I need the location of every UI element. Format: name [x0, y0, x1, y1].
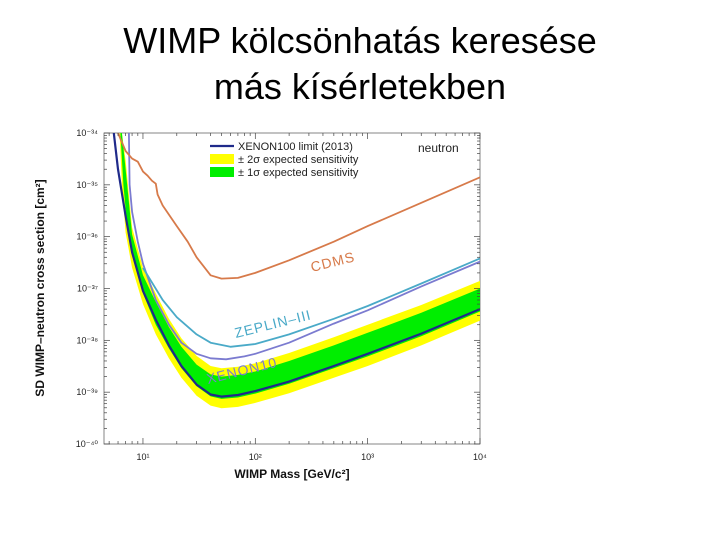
x-tick-label: 10³ — [361, 452, 374, 462]
x-tick-label: 10² — [249, 452, 262, 462]
plot-frame — [103, 132, 481, 445]
legend-swatch — [210, 154, 234, 164]
limit-curves — [112, 133, 480, 398]
y-tick-label: 10⁻³⁶ — [77, 232, 99, 242]
y-tick-label: 10⁻⁴⁰ — [76, 439, 99, 449]
y-tick-label: 10⁻³⁹ — [76, 387, 98, 397]
corner-label: neutron — [418, 141, 459, 155]
y-tick-label: 10⁻³⁸ — [76, 335, 98, 345]
curve-label-cdms: CDMS — [309, 248, 357, 274]
band-1-expected-sensitivity — [120, 133, 480, 399]
slide-title-line-2: más kísérletekben — [213, 66, 507, 107]
x-tick-label: 10⁴ — [473, 452, 487, 462]
slide-title-line-1: WIMP kölcsönhatás keresése — [123, 20, 597, 61]
slide-title: WIMP kölcsönhatás keresése más kísérlete… — [0, 18, 720, 110]
x-axis-label: WIMP Mass [GeV/c²] — [234, 467, 349, 481]
series-line-cdms — [117, 133, 480, 280]
legend-label: ± 2σ expected sensitivity — [238, 154, 359, 166]
curve-label-zeplin: ZEPLIN–III — [233, 306, 313, 341]
legend-label: XENON100 limit (2013) — [238, 141, 353, 153]
y-tick-label: 10⁻³⁷ — [77, 284, 98, 294]
y-tick-label: 10⁻³⁵ — [77, 180, 99, 190]
sensitivity-bands — [119, 133, 480, 409]
series-line-zeplin-iii — [142, 257, 480, 348]
legend-label: ± 1σ expected sensitivity — [238, 167, 359, 179]
series-line-xenon100-limit-2013 — [112, 133, 480, 398]
y-tick-label: 10⁻³⁴ — [76, 128, 98, 138]
x-tick-label: 10¹ — [136, 452, 149, 462]
legend-swatch — [210, 167, 234, 177]
y-axis-label: SD WIMP–neutron cross section [cm²] — [33, 179, 47, 396]
series-line-xenon10 — [128, 133, 480, 361]
axis-ticks: 10¹ 10² 10³ 10⁴ 10⁻⁴⁰ 10⁻³⁹ 10⁻³⁸ 10⁻³⁷ 10⁻³⁶ 10⁻… — [76, 128, 487, 462]
legend: XENON100 limit (2013)± 2σ expected sensi… — [210, 141, 359, 179]
